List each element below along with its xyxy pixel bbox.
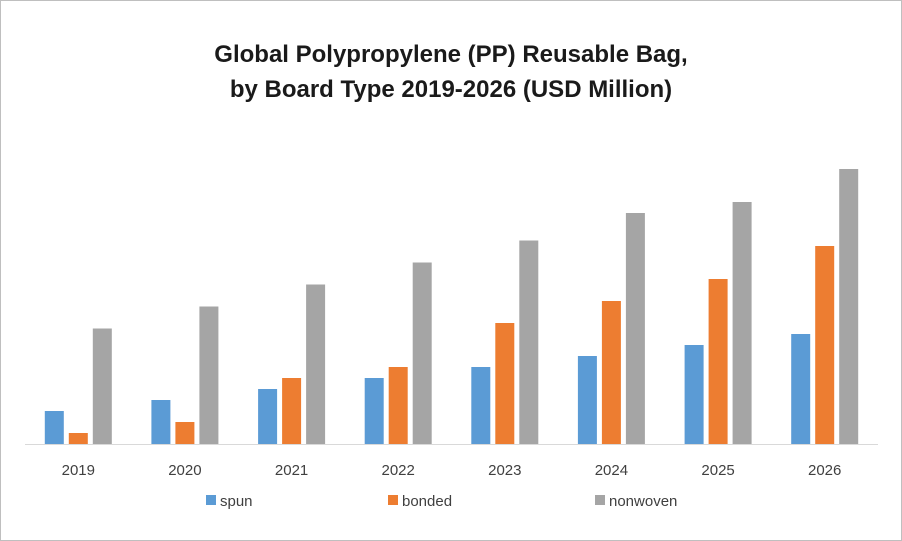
x-tick-label-2024: 2024	[595, 462, 628, 479]
chart-title-line-2: by Board Type 2019-2026 (USD Million)	[229, 76, 673, 103]
bar-nonwoven-2025	[732, 202, 752, 444]
bar-nonwoven-2023	[519, 240, 539, 444]
bar-spun-2021	[258, 389, 278, 444]
bar-bonded-2019	[68, 433, 88, 444]
bar-bonded-2025	[708, 279, 728, 444]
legend-swatch-bonded	[388, 495, 398, 505]
bar-spun-2019	[44, 411, 64, 444]
chart-title-line-1: Global Polypropylene (PP) Reusable Bag,	[214, 41, 688, 68]
bar-spun-2022	[364, 378, 384, 444]
x-tick-label-2020: 2020	[168, 462, 201, 479]
bar-bonded-2024	[601, 301, 621, 444]
bar-nonwoven-2022	[412, 262, 432, 444]
bar-spun-2025	[684, 345, 704, 444]
bar-spun-2026	[791, 334, 811, 444]
bar-nonwoven-2026	[839, 169, 859, 444]
x-tick-label-2022: 2022	[382, 462, 415, 479]
chart-title: Global Polypropylene (PP) Reusable Bag, …	[1, 37, 901, 107]
legend-label-bonded: bonded	[402, 493, 452, 510]
legend-swatch-spun	[206, 495, 216, 505]
bar-bonded-2023	[495, 323, 515, 444]
x-tick-label-2025: 2025	[701, 462, 734, 479]
bar-bonded-2021	[282, 378, 302, 444]
bars-group	[44, 169, 859, 444]
bar-nonwoven-2024	[625, 213, 645, 444]
bar-spun-2020	[151, 400, 171, 444]
legend: spun bonded nonwoven	[206, 493, 677, 510]
x-tick-label-2023: 2023	[488, 462, 521, 479]
bar-nonwoven-2019	[92, 328, 112, 444]
legend-label-spun: spun	[220, 493, 253, 510]
legend-swatch-nonwoven	[595, 495, 605, 505]
x-tick-label-2021: 2021	[275, 462, 308, 479]
x-tick-label-2026: 2026	[808, 462, 841, 479]
bar-nonwoven-2020	[199, 306, 219, 444]
bar-bonded-2020	[175, 422, 195, 444]
bar-spun-2023	[471, 367, 491, 444]
x-tick-labels: 2019 2020 2021 2022 2023 2024 2025 2026	[62, 462, 842, 479]
bar-spun-2024	[577, 356, 597, 444]
bar-nonwoven-2021	[306, 284, 326, 444]
bar-bonded-2022	[388, 367, 408, 444]
legend-label-nonwoven: nonwoven	[609, 493, 677, 510]
x-tick-label-2019: 2019	[62, 462, 95, 479]
bar-bonded-2026	[815, 246, 835, 444]
